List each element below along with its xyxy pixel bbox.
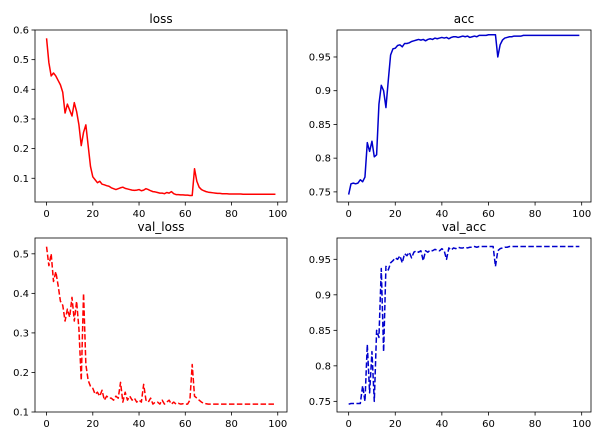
axes-frame <box>336 29 592 203</box>
y-tick-label: 0.75 <box>309 397 331 408</box>
series-line <box>45 38 276 197</box>
y-tick-label: 0.4 <box>13 85 29 96</box>
x-tick-label: 0 <box>345 209 351 220</box>
y-tick-label: 0.1 <box>13 408 29 419</box>
x-tick-label: 40 <box>133 209 146 220</box>
y-tick-label: 0.9 <box>315 86 331 97</box>
x-tick-label: 100 <box>268 209 287 220</box>
x-tick-label: 0 <box>345 419 351 430</box>
subplot-val-acc: val_acc 0 20 40 60 80 100 0.75 0.8 0.85 0.9 0.95 <box>309 220 592 430</box>
x-tick-label: 20 <box>86 209 99 220</box>
subplot-acc: acc 0 20 40 60 80 100 0.75 0.8 0.85 0.9 0.95 <box>309 12 592 220</box>
x-tick-label: 0 <box>43 419 49 430</box>
x-tick-label: 60 <box>179 209 192 220</box>
y-tick-label: 0.5 <box>13 55 29 66</box>
y-tick-label: 0.95 <box>309 52 331 63</box>
y-tick-label: 0.9 <box>315 290 331 301</box>
x-tick-label: 20 <box>389 209 402 220</box>
axes-frame <box>336 237 592 413</box>
y-tick-label: 0.75 <box>309 187 331 198</box>
y-tick-label: 0.85 <box>309 120 331 131</box>
x-tick-label: 60 <box>179 419 192 430</box>
x-tick-label: 40 <box>435 419 448 430</box>
series-line <box>348 245 580 405</box>
x-tick-label: 60 <box>482 419 495 430</box>
y-tick-label: 0.6 <box>13 26 29 37</box>
x-tick-label: 100 <box>572 419 591 430</box>
x-tick-label: 80 <box>225 209 238 220</box>
series-line <box>347 33 580 195</box>
y-tick-label: 0.4 <box>13 289 29 300</box>
x-tick-label: 20 <box>86 419 99 430</box>
chart-title: acc <box>454 12 475 26</box>
chart-title: val_loss <box>138 220 185 234</box>
x-tick-label: 80 <box>529 419 542 430</box>
chart-title: loss <box>149 12 172 26</box>
series-line <box>45 246 276 405</box>
y-tick-label: 0.95 <box>309 255 331 266</box>
x-tick-label: 60 <box>482 209 495 220</box>
x-tick-label: 40 <box>133 419 146 430</box>
x-tick-label: 100 <box>572 209 591 220</box>
y-tick-label: 0.85 <box>309 326 331 337</box>
x-tick-label: 100 <box>268 419 287 430</box>
x-tick-label: 80 <box>225 419 238 430</box>
axes-frame <box>34 237 288 413</box>
y-tick-label: 0.8 <box>315 361 331 372</box>
x-tick-label: 40 <box>435 209 448 220</box>
chart-title: val_acc <box>442 220 486 234</box>
y-tick-label: 0.3 <box>13 328 29 339</box>
y-tick-label: 0.2 <box>13 144 29 155</box>
x-tick-label: 80 <box>529 209 542 220</box>
subplot-loss: loss 0 20 40 60 80 100 0.1 0.2 0.3 0.4 0.5 0.6 <box>13 12 288 220</box>
x-tick-label: 20 <box>389 419 402 430</box>
x-tick-label: 0 <box>43 209 49 220</box>
y-tick-label: 0.8 <box>315 154 331 165</box>
y-tick-label: 0.1 <box>13 174 29 185</box>
axes-frame <box>34 29 288 203</box>
y-tick-label: 0.5 <box>13 249 29 260</box>
y-tick-label: 0.3 <box>13 114 29 125</box>
subplot-val-loss: val_loss 0 20 40 60 80 100 0.1 0.2 0.3 0.4 0.5 <box>13 220 288 430</box>
y-tick-label: 0.2 <box>13 368 29 379</box>
